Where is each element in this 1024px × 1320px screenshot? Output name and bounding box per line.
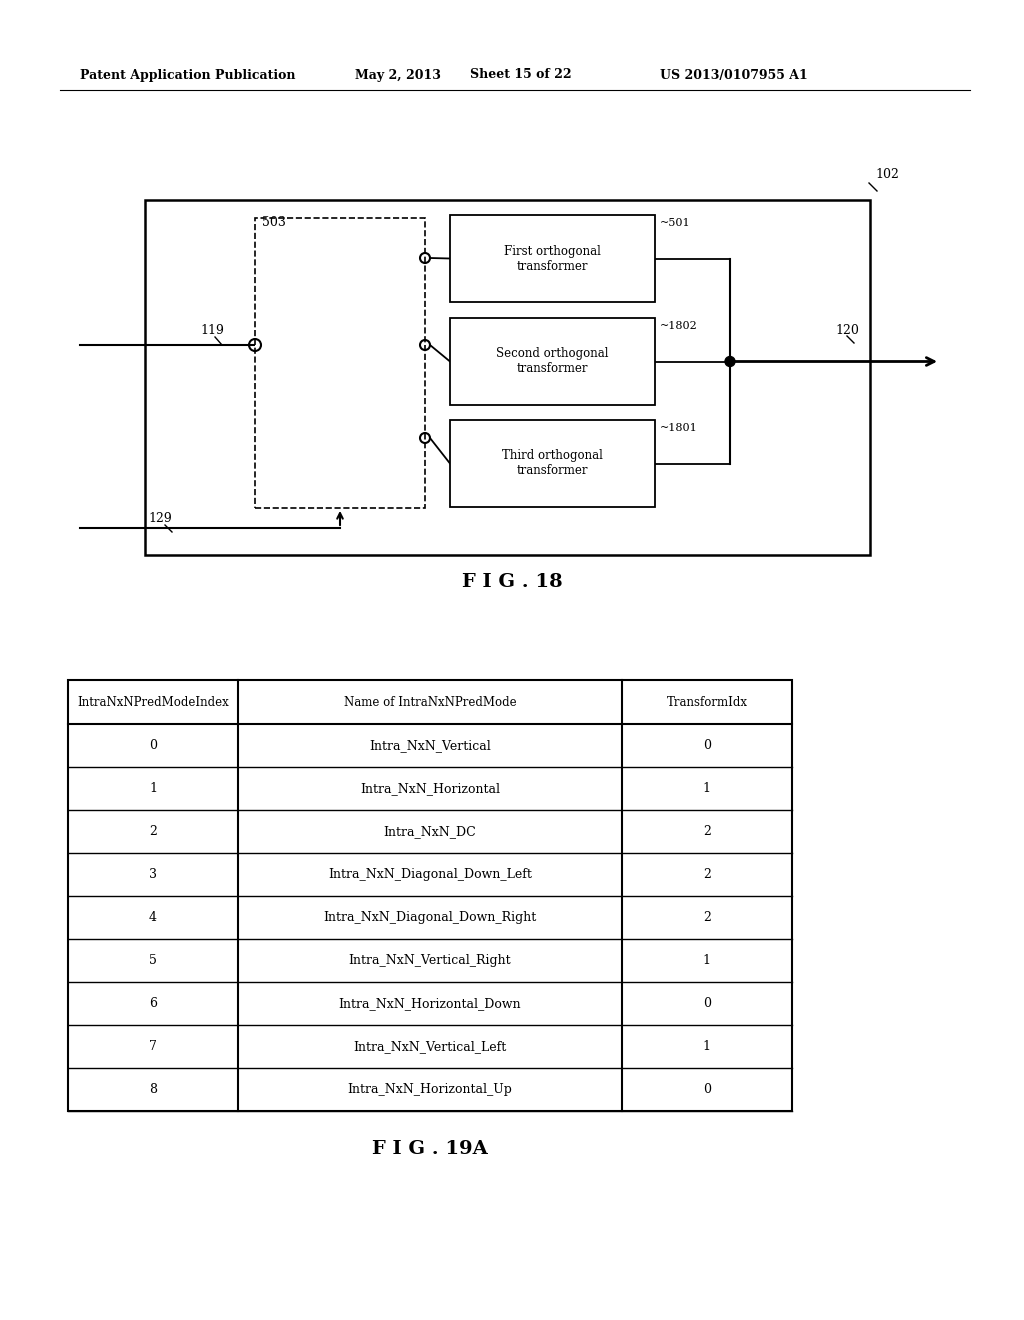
- Text: 0: 0: [702, 997, 711, 1010]
- Text: 1: 1: [702, 954, 711, 968]
- Text: ~1801: ~1801: [660, 422, 697, 433]
- Bar: [450, 318, 655, 405]
- Text: 2: 2: [703, 869, 711, 880]
- Bar: [145, 201, 870, 554]
- Text: 6: 6: [150, 997, 157, 1010]
- Text: 1: 1: [702, 1040, 711, 1053]
- Text: Intra_NxN_Horizontal: Intra_NxN_Horizontal: [360, 781, 500, 795]
- Circle shape: [725, 356, 735, 367]
- Text: Intra_NxN_Horizontal_Up: Intra_NxN_Horizontal_Up: [347, 1082, 512, 1096]
- Text: May 2, 2013: May 2, 2013: [355, 69, 441, 82]
- Text: Intra_NxN_Diagonal_Down_Left: Intra_NxN_Diagonal_Down_Left: [328, 869, 531, 880]
- Bar: [450, 420, 655, 507]
- Text: 102: 102: [874, 169, 899, 181]
- Text: Intra_NxN_Vertical: Intra_NxN_Vertical: [369, 739, 490, 752]
- Text: F I G . 19A: F I G . 19A: [372, 1140, 487, 1158]
- Text: 8: 8: [150, 1082, 157, 1096]
- Text: Intra_NxN_DC: Intra_NxN_DC: [384, 825, 476, 838]
- Text: Patent Application Publication: Patent Application Publication: [80, 69, 296, 82]
- Bar: [450, 215, 655, 302]
- Text: Intra_NxN_Vertical_Right: Intra_NxN_Vertical_Right: [349, 954, 511, 968]
- Text: First orthogonal
transformer: First orthogonal transformer: [504, 244, 601, 272]
- Text: 0: 0: [150, 739, 157, 752]
- Text: 503: 503: [262, 215, 286, 228]
- Text: 120: 120: [835, 323, 859, 337]
- Text: 2: 2: [703, 825, 711, 838]
- Text: 119: 119: [200, 323, 224, 337]
- Text: Name of IntraNxNPredMode: Name of IntraNxNPredMode: [344, 696, 516, 709]
- Text: Third orthogonal
transformer: Third orthogonal transformer: [502, 450, 603, 478]
- Text: 1: 1: [150, 781, 157, 795]
- Text: 5: 5: [150, 954, 157, 968]
- Text: 2: 2: [150, 825, 157, 838]
- Text: 2: 2: [703, 911, 711, 924]
- Text: Second orthogonal
transformer: Second orthogonal transformer: [497, 347, 608, 375]
- Bar: [68, 680, 792, 1111]
- Text: Intra_NxN_Diagonal_Down_Right: Intra_NxN_Diagonal_Down_Right: [324, 911, 537, 924]
- Text: 129: 129: [148, 511, 172, 524]
- Text: Intra_NxN_Horizontal_Down: Intra_NxN_Horizontal_Down: [339, 997, 521, 1010]
- Text: US 2013/0107955 A1: US 2013/0107955 A1: [660, 69, 808, 82]
- Text: 0: 0: [702, 1082, 711, 1096]
- Text: F I G . 18: F I G . 18: [462, 573, 562, 591]
- Text: 4: 4: [150, 911, 157, 924]
- Text: TransformIdx: TransformIdx: [667, 696, 748, 709]
- Text: 7: 7: [150, 1040, 157, 1053]
- Text: ~1802: ~1802: [660, 321, 697, 331]
- Text: 3: 3: [150, 869, 157, 880]
- Text: ~501: ~501: [660, 218, 690, 228]
- Text: 0: 0: [702, 739, 711, 752]
- Text: Sheet 15 of 22: Sheet 15 of 22: [470, 69, 571, 82]
- Bar: [255, 218, 425, 508]
- Text: IntraNxNPredModeIndex: IntraNxNPredModeIndex: [77, 696, 229, 709]
- Text: 1: 1: [702, 781, 711, 795]
- Text: Intra_NxN_Vertical_Left: Intra_NxN_Vertical_Left: [353, 1040, 507, 1053]
